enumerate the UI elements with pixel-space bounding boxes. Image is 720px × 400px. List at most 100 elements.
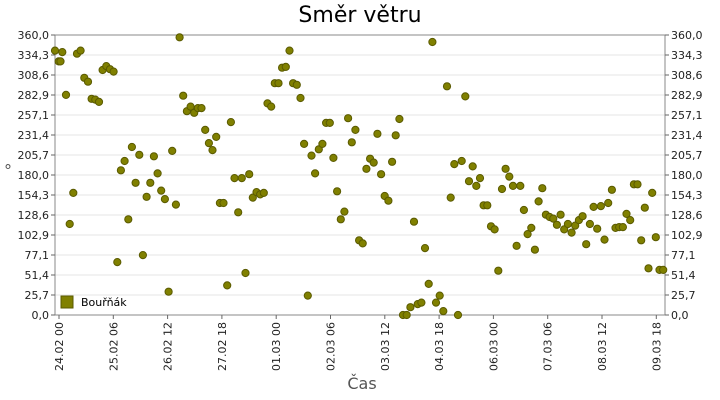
- y-tick-label: 154,3: [671, 189, 703, 202]
- y-tick-label: 0,0: [32, 309, 50, 322]
- data-point: [109, 67, 118, 76]
- y-tick-label: 102,9: [18, 229, 50, 242]
- x-tick-label: 07.03 06: [542, 322, 555, 371]
- data-point: [329, 153, 338, 162]
- data-point: [648, 188, 657, 197]
- data-point: [56, 57, 65, 66]
- data-point: [556, 210, 565, 219]
- y-tick-label: 0,0: [671, 309, 689, 322]
- data-point: [65, 219, 74, 229]
- data-point: [274, 79, 283, 88]
- data-point: [120, 156, 129, 166]
- x-tick-label: 06.03 00: [487, 322, 500, 371]
- data-point: [219, 198, 228, 208]
- data-point: [149, 152, 158, 161]
- data-point: [171, 200, 180, 209]
- data-point: [637, 236, 646, 245]
- data-point: [281, 62, 290, 72]
- data-point: [622, 209, 631, 218]
- x-tick-label: 27.02 18: [216, 322, 229, 371]
- data-point: [424, 279, 433, 288]
- data-point: [362, 164, 371, 173]
- x-tick-label: 01.03 00: [270, 322, 283, 371]
- data-point: [384, 196, 393, 205]
- y-axis-title: °: [4, 161, 12, 180]
- data-point: [333, 187, 342, 196]
- data-point: [311, 169, 320, 178]
- data-point: [402, 310, 411, 320]
- data-point: [127, 142, 136, 152]
- y-tick-label: 102,9: [671, 229, 703, 242]
- data-point: [450, 160, 459, 169]
- data-point: [248, 193, 257, 202]
- data-point: [351, 125, 360, 134]
- y-axis-right: 0,0 25,7 51,4 77,1 102,9 128,6 154,3 180,0 205,7…: [665, 29, 703, 322]
- data-point: [505, 172, 514, 181]
- data-point: [138, 251, 147, 260]
- data-point: [116, 166, 126, 175]
- data-point: [50, 46, 60, 55]
- x-tick-label: 26.02 12: [162, 322, 175, 371]
- data-point: [428, 37, 437, 47]
- data-point: [600, 235, 609, 244]
- data-point: [113, 258, 122, 267]
- data-point: [142, 192, 151, 201]
- y-tick-label: 128,6: [18, 209, 50, 222]
- y-tick-label: 282,9: [18, 89, 50, 102]
- data-point: [549, 214, 558, 223]
- data-point: [501, 164, 510, 173]
- data-point: [607, 185, 617, 194]
- data-point: [373, 129, 382, 138]
- data-point: [204, 139, 213, 148]
- y-tick-label: 205,7: [671, 149, 703, 162]
- data-point: [175, 33, 184, 42]
- data-point: [530, 245, 540, 254]
- data-point: [358, 239, 367, 248]
- series-points: [50, 33, 668, 320]
- data-point: [659, 265, 668, 274]
- data-point: [633, 180, 642, 189]
- x-tick-label: 08.03 12: [596, 322, 609, 371]
- y-tick-label: 25,7: [25, 289, 50, 302]
- data-point: [94, 97, 104, 107]
- y-tick-label: 231,4: [671, 129, 703, 142]
- data-point: [61, 90, 71, 100]
- data-point: [538, 184, 547, 193]
- data-point: [457, 156, 466, 166]
- data-point: [292, 80, 301, 89]
- data-point: [226, 118, 235, 127]
- data-point: [58, 48, 67, 57]
- data-point: [567, 228, 576, 237]
- data-point: [377, 170, 386, 179]
- grid-lines: [55, 34, 665, 316]
- data-point: [179, 91, 188, 100]
- data-point: [453, 310, 463, 320]
- data-point: [593, 224, 602, 233]
- data-point: [618, 223, 628, 232]
- data-point: [208, 146, 217, 155]
- chart-title: Směr větru: [298, 3, 422, 28]
- y-tick-label: 334,3: [671, 49, 703, 62]
- data-point: [523, 230, 532, 239]
- data-point: [318, 139, 327, 148]
- y-tick-label: 51,4: [25, 269, 50, 282]
- data-point: [461, 92, 470, 101]
- y-tick-label: 77,1: [25, 249, 50, 262]
- data-point: [388, 157, 397, 166]
- y-tick-label: 180,0: [18, 169, 50, 182]
- data-point: [651, 233, 660, 242]
- data-point: [475, 174, 485, 183]
- data-point: [483, 201, 492, 210]
- data-point: [237, 174, 246, 183]
- data-point: [259, 188, 268, 197]
- data-point: [640, 203, 649, 212]
- data-point: [241, 268, 250, 278]
- data-point: [494, 266, 503, 275]
- data-point: [442, 82, 452, 91]
- x-tick-label: 24.02 00: [53, 322, 66, 371]
- x-tick-label: 04.03 18: [433, 322, 446, 371]
- x-tick-label: 02.03 06: [325, 322, 338, 371]
- data-point: [395, 114, 404, 124]
- y-tick-label: 360,0: [18, 29, 50, 42]
- data-point: [303, 291, 312, 300]
